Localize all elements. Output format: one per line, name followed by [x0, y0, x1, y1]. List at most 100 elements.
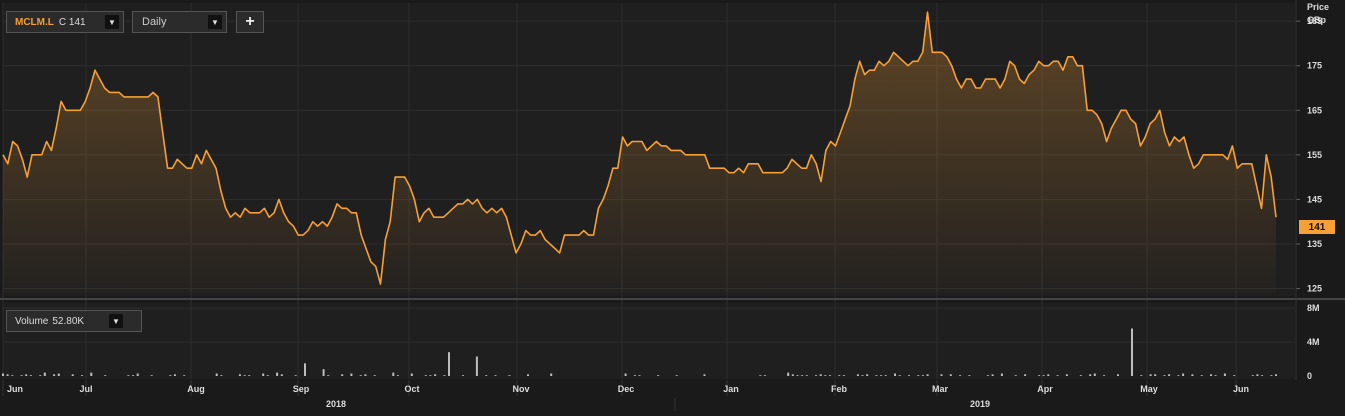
volume-bar [991, 374, 994, 376]
volume-bar [136, 373, 139, 376]
volume-bar [238, 374, 241, 376]
volume-bar [1214, 375, 1217, 376]
volume-bar [1182, 373, 1185, 376]
volume-bar [1210, 374, 1212, 376]
volume-bar [1256, 374, 1259, 376]
volume-bar [1042, 375, 1045, 376]
volume-bar [638, 375, 641, 376]
volume-bar [396, 375, 399, 376]
volume-bar [71, 374, 74, 376]
volume-bar [675, 375, 678, 376]
volume-bar [1065, 374, 1068, 376]
volume-bar [1163, 375, 1166, 376]
price-line [2, 11, 1277, 285]
volume-bar [132, 375, 135, 376]
volume-bar [150, 375, 153, 376]
volume-bar [266, 375, 269, 376]
price-tick-label: 145 [1307, 194, 1322, 204]
volume-bar [1117, 374, 1119, 376]
volume-bar [959, 375, 962, 376]
time-axis-bg [0, 380, 1345, 411]
volume-bar [856, 374, 859, 376]
month-tick-label: Jun [1233, 384, 1249, 394]
interval-selector[interactable]: Daily ▼ [132, 11, 227, 33]
volume-bar [341, 374, 344, 376]
volume-bar [703, 374, 706, 376]
volume-bar [392, 372, 395, 376]
volume-label: Volume [15, 315, 49, 327]
volume-bar [819, 374, 822, 376]
volume-bar [359, 375, 362, 376]
volume-bar [262, 373, 265, 376]
volume-tick-label: 8M [1307, 303, 1320, 313]
volume-bar [787, 372, 790, 376]
volume-bar [866, 374, 869, 376]
volume-bar [485, 375, 488, 376]
volume-bar [1038, 375, 1041, 376]
month-tick-label: Feb [831, 384, 848, 394]
volume-bar [624, 373, 627, 376]
volume-bar [824, 375, 827, 376]
volume-bar [1000, 373, 1003, 376]
volume-bar [861, 375, 864, 376]
volume-bar [81, 375, 83, 376]
volume-bar [550, 373, 553, 376]
volume-tick-label: 4M [1307, 337, 1320, 347]
volume-value: 52.80K [52, 315, 85, 327]
symbol-selector[interactable]: MCLM.L C 141 ▼ [6, 11, 124, 33]
volume-bar [11, 375, 14, 376]
volume-bar [57, 373, 60, 376]
volume-bar [1149, 374, 1152, 376]
volume-bar [276, 372, 279, 376]
volume-bar [1014, 375, 1017, 376]
volume-bar [1270, 375, 1273, 376]
volume-bar [921, 375, 924, 376]
volume-bar [908, 375, 910, 376]
volume-bar [880, 375, 883, 376]
volume-bar [1261, 375, 1264, 376]
volume-bar [1056, 375, 1059, 376]
month-tick-label: Apr [1037, 384, 1053, 394]
volume-bar [183, 375, 186, 376]
volume-bar [898, 375, 901, 376]
add-indicator-button[interactable]: + [236, 11, 264, 33]
close-price-label: C 141 [58, 16, 86, 28]
volume-bar [424, 375, 427, 376]
chevron-down-icon[interactable]: ▼ [109, 314, 123, 328]
volume-bar [410, 373, 413, 376]
chevron-down-icon[interactable]: ▼ [208, 15, 222, 29]
volume-bar [39, 375, 42, 376]
volume-bar [657, 375, 660, 376]
volume-bar [104, 375, 107, 376]
month-tick-label: Oct [404, 384, 419, 394]
volume-bar [327, 375, 330, 376]
volume-tick-label: 0 [1307, 371, 1312, 381]
symbol-label: MCLM.L [15, 16, 54, 28]
volume-bar [429, 375, 432, 376]
month-tick-label: Jun [7, 384, 23, 394]
volume-bar [926, 374, 929, 376]
price-tick-label: 135 [1307, 239, 1322, 249]
volume-bar [763, 375, 766, 376]
volume-bar [527, 374, 529, 376]
volume-selector[interactable]: Volume 52.80K ▼ [6, 310, 142, 332]
volume-axis: 8M 4M 0 [1307, 303, 1320, 381]
volume-bar [475, 356, 478, 376]
volume-bar [801, 375, 804, 376]
chevron-down-icon[interactable]: ▼ [105, 15, 119, 29]
price-area [2, 11, 1277, 293]
price-tick-label: 185 [1307, 16, 1322, 26]
month-tick-label: May [1140, 384, 1158, 394]
month-tick-label: Sep [293, 384, 310, 394]
month-tick-label: Dec [618, 384, 635, 394]
volume-bar [350, 373, 353, 376]
volume-bar [169, 375, 172, 376]
volume-bar [1275, 374, 1277, 376]
volume-bar [215, 373, 218, 376]
volume-bar [508, 375, 511, 376]
volume-bar [1131, 328, 1133, 376]
volume-bar [322, 369, 325, 376]
volume-bar [1200, 375, 1203, 376]
